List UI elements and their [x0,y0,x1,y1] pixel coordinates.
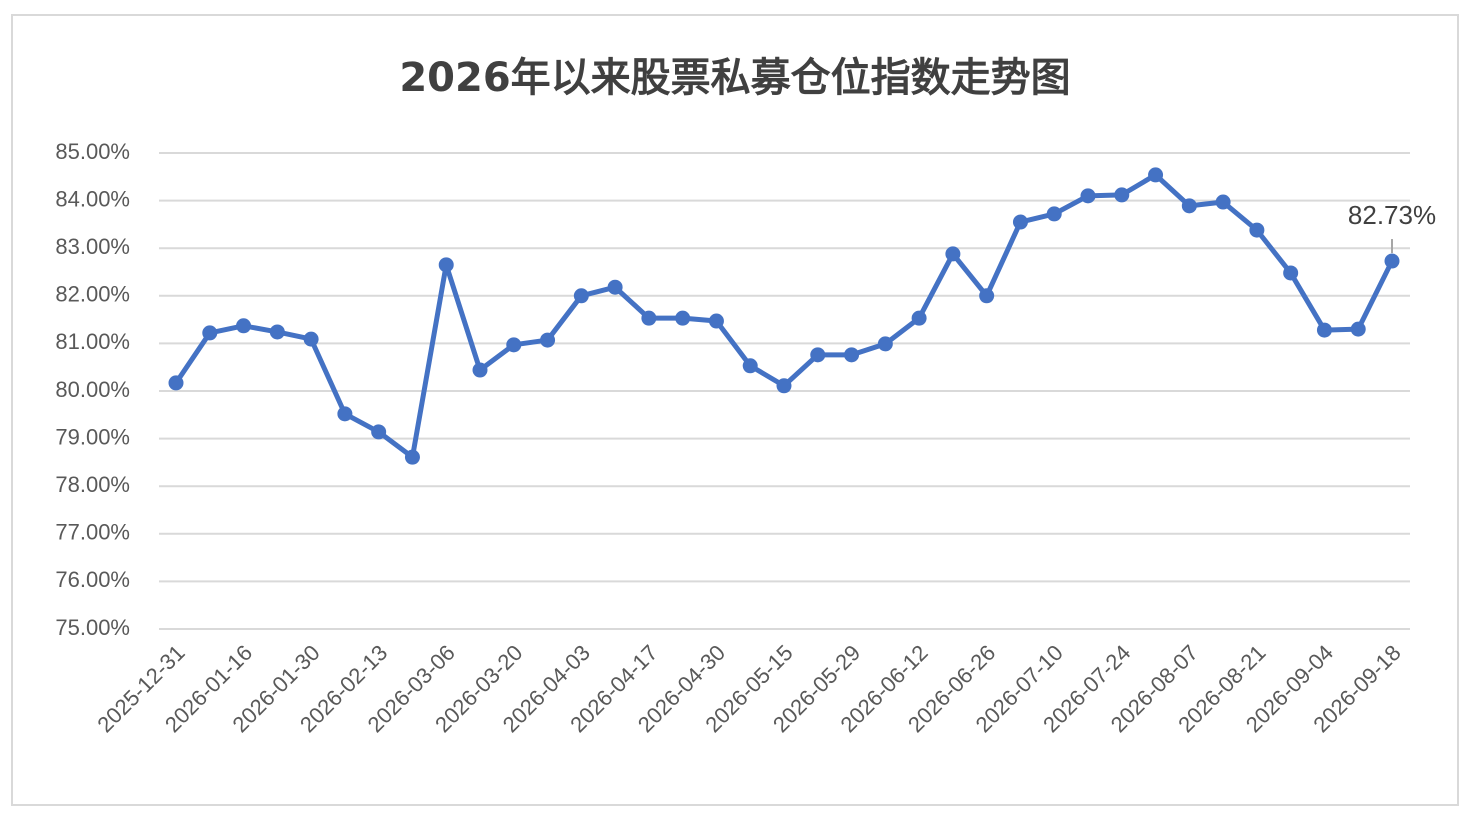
y-tick-label: 84.00% [55,186,130,211]
data-point [1384,253,1400,269]
data-point [1283,265,1299,281]
data-point [438,257,454,273]
y-tick-label: 83.00% [55,234,130,259]
data-point [844,347,860,363]
data-point [1012,214,1028,230]
data-point [337,406,353,422]
data-point [979,288,995,304]
y-tick-label: 79.00% [55,424,130,449]
data-point [1046,206,1062,222]
data-point [371,424,387,440]
data-point [1316,322,1332,338]
y-tick-label: 82.00% [55,282,130,307]
data-point [1148,167,1164,183]
data-point [1080,188,1096,204]
y-tick-label: 78.00% [55,472,130,497]
data-point [236,318,252,334]
data-point [303,331,319,347]
data-point [573,288,589,304]
data-point [1114,187,1130,203]
data-point [675,310,691,326]
data-point [472,362,488,378]
data-point [1215,194,1231,210]
data-point [202,325,218,341]
data-point [911,310,927,326]
data-label: 82.73% [1348,200,1436,230]
y-tick-label: 77.00% [55,520,130,545]
y-tick-label: 76.00% [55,567,130,592]
data-point [776,378,792,394]
chart-frame [11,14,1459,806]
chart-title: 2026年以来股票私募仓位指数走势图 [399,55,1070,101]
data-point [641,310,657,326]
data-point [708,313,724,329]
data-point [1181,198,1197,214]
data-point [1249,222,1265,238]
data-point [1350,321,1366,337]
data-point [607,279,623,295]
y-tick-label: 81.00% [55,329,130,354]
data-point [742,358,758,374]
y-tick-label: 75.00% [55,615,130,640]
data-point [945,246,961,262]
data-point [506,337,522,353]
data-point [168,375,184,391]
data-point [269,324,285,340]
data-point [877,336,893,352]
y-tick-label: 80.00% [55,377,130,402]
data-point [540,332,556,348]
data-point [404,449,420,465]
data-point [810,347,826,363]
y-tick-label: 85.00% [55,139,130,164]
